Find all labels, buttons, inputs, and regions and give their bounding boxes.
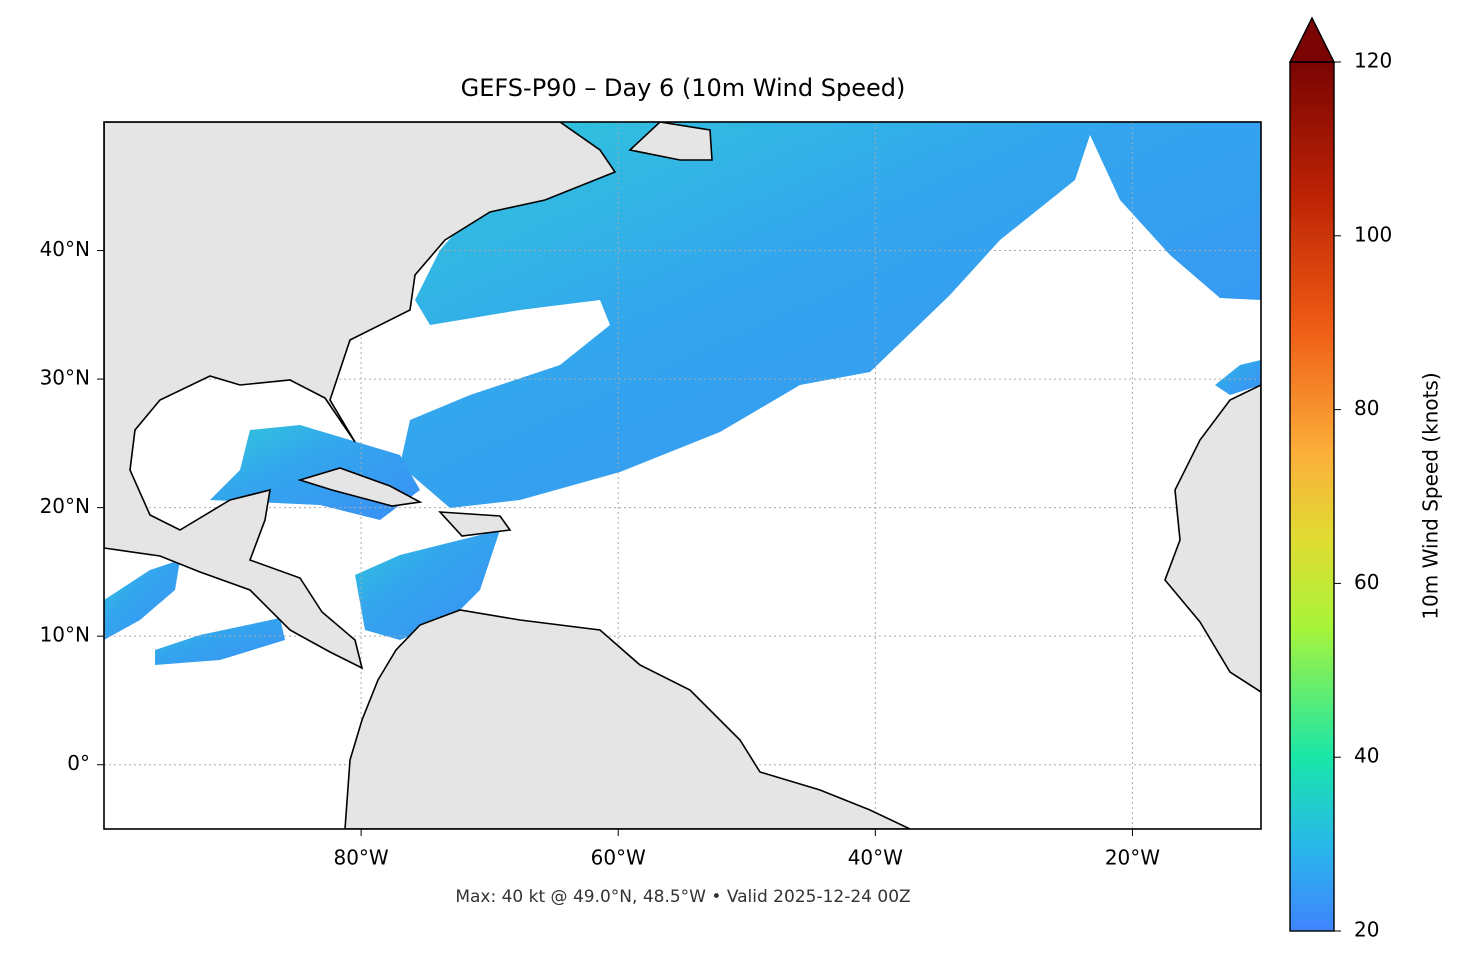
colorbar-tick-label: 60 xyxy=(1354,570,1379,594)
newfoundland xyxy=(628,122,713,161)
cuba xyxy=(297,467,423,507)
wind-area xyxy=(155,618,285,665)
colorbar-tick-label: 120 xyxy=(1354,49,1392,73)
land xyxy=(104,122,1261,829)
colorbar-extension xyxy=(1288,16,1336,63)
north-america xyxy=(104,122,617,670)
wind-area xyxy=(104,560,180,640)
colorbar-tick-label: 40 xyxy=(1354,744,1379,768)
south-america xyxy=(344,609,911,829)
x-tick-label: 40°W xyxy=(848,846,903,870)
africa xyxy=(1164,384,1261,693)
x-tick-label: 80°W xyxy=(333,846,388,870)
colorbar-label: 10m Wind Speed (knots) xyxy=(1419,372,1443,619)
hispaniola xyxy=(438,511,512,537)
y-tick-label: 40°N xyxy=(40,237,90,261)
map xyxy=(104,122,1261,829)
y-tick-label: 20°N xyxy=(40,494,90,518)
colorbar-tick-label: 20 xyxy=(1354,918,1379,942)
y-tick-label: 10°N xyxy=(40,623,90,647)
map-frame xyxy=(103,121,1262,830)
x-tick-label: 20°W xyxy=(1105,846,1160,870)
colorbar xyxy=(1289,61,1335,932)
annotation: Max: 40 kt @ 49.0°N, 48.5°W • Valid 2025… xyxy=(455,887,910,907)
colorbar-tick-label: 100 xyxy=(1354,222,1392,246)
x-tick-label: 60°W xyxy=(591,846,646,870)
chart-title: GEFS-P90 – Day 6 (10m Wind Speed) xyxy=(461,74,906,102)
wind-area xyxy=(355,530,500,640)
y-tick-label: 0° xyxy=(67,751,90,775)
colorbar-tick-label: 80 xyxy=(1354,396,1379,420)
wind-area xyxy=(1215,360,1261,395)
wind-area xyxy=(400,122,1261,508)
y-tick-label: 30°N xyxy=(40,366,90,390)
